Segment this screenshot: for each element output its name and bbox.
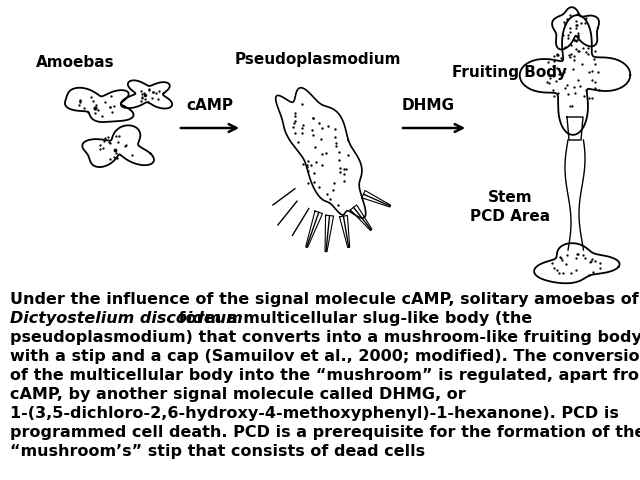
Text: cAMP: cAMP <box>186 98 234 113</box>
Text: Fruiting Body: Fruiting Body <box>452 65 567 80</box>
Polygon shape <box>276 88 365 218</box>
Text: with a stip and a cap (Samuilov et al., 2000; modified). The conversion: with a stip and a cap (Samuilov et al., … <box>10 349 640 364</box>
Text: pseudoplasmodium) that converts into a mushroom-like fruiting body: pseudoplasmodium) that converts into a m… <box>10 330 640 345</box>
Text: 1-(3,5-dichloro-2,6-hydroxy-4-methoxyphenyl)-1-hexanone). PCD is: 1-(3,5-dichloro-2,6-hydroxy-4-methoxyphe… <box>10 406 619 421</box>
Polygon shape <box>306 211 323 247</box>
Polygon shape <box>552 7 599 49</box>
Text: Amoebas: Amoebas <box>36 55 115 70</box>
Text: programmed cell death. PCD is a prerequisite for the formation of the: programmed cell death. PCD is a prerequi… <box>10 425 640 440</box>
Polygon shape <box>83 125 154 167</box>
Polygon shape <box>65 88 134 122</box>
Text: cAMP, by another signal molecule called DHMG, or: cAMP, by another signal molecule called … <box>10 387 466 402</box>
Polygon shape <box>565 140 585 250</box>
Text: Pseudoplasmodium: Pseudoplasmodium <box>235 52 401 67</box>
Polygon shape <box>534 243 620 283</box>
Polygon shape <box>520 15 630 135</box>
Text: DHMG: DHMG <box>402 98 455 113</box>
Polygon shape <box>339 216 349 248</box>
Text: Stem
PCD Area: Stem PCD Area <box>470 190 550 224</box>
Text: form a multicellular slug-like body (the: form a multicellular slug-like body (the <box>173 311 532 326</box>
Polygon shape <box>121 80 172 108</box>
Text: Dictyostelium discoideum: Dictyostelium discoideum <box>10 311 243 326</box>
Polygon shape <box>362 191 390 207</box>
Text: Under the influence of the signal molecule cAMP, solitary amoebas of: Under the influence of the signal molecu… <box>10 292 639 307</box>
Text: of the multicellular body into the “mushroom” is regulated, apart from: of the multicellular body into the “mush… <box>10 368 640 383</box>
Polygon shape <box>325 215 333 252</box>
Polygon shape <box>567 117 583 140</box>
Text: “mushroom’s” stip that consists of dead cells: “mushroom’s” stip that consists of dead … <box>10 444 425 459</box>
Polygon shape <box>350 205 372 230</box>
